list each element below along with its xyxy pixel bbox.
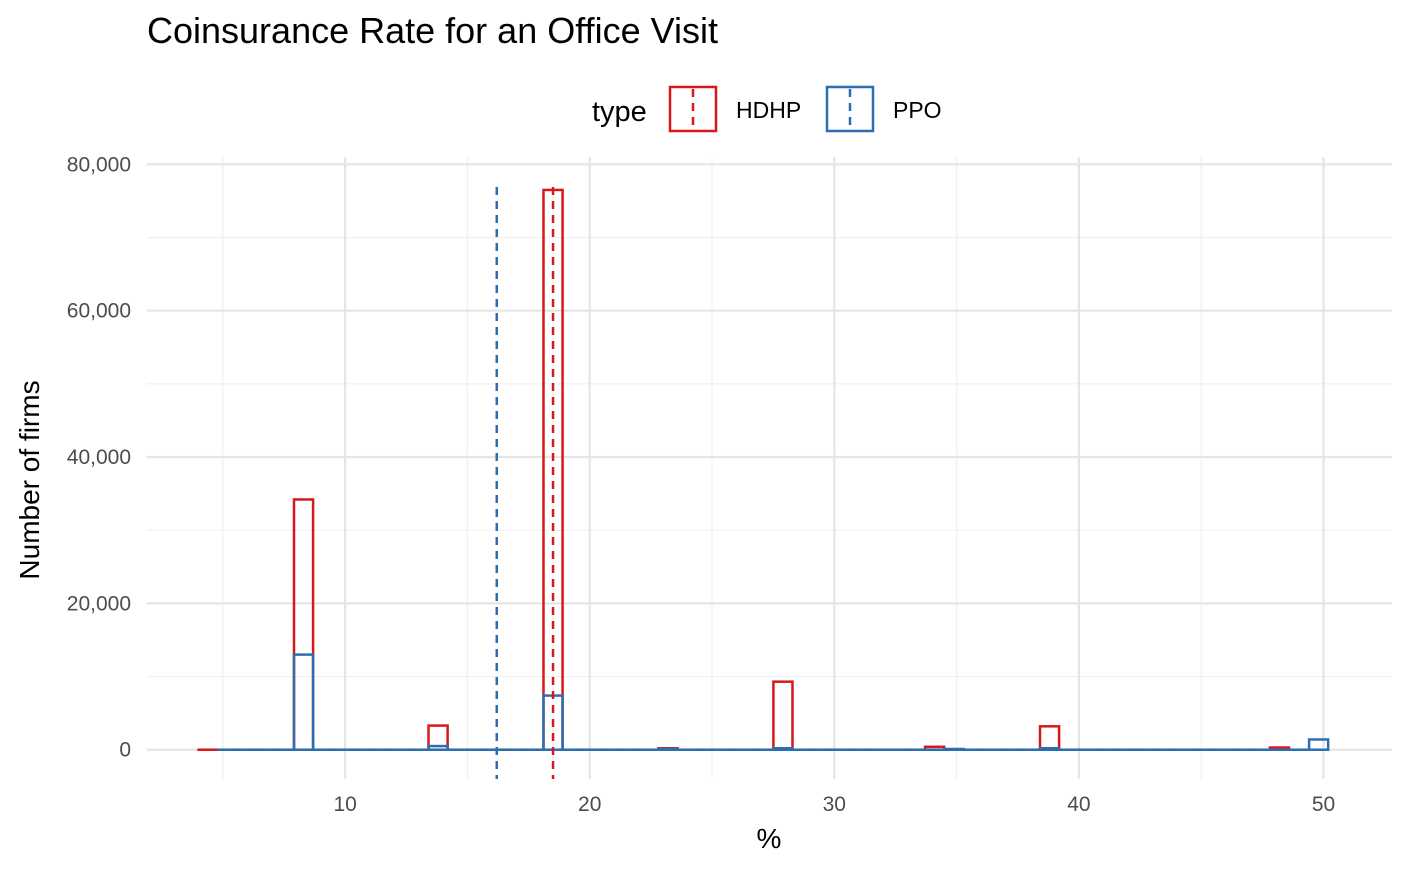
y-axis-title: Number of firms [14, 380, 45, 579]
x-tick-label: 40 [1067, 793, 1090, 816]
legend-title: type [592, 96, 647, 128]
histogram-bar [657, 747, 679, 751]
histogram-bar [943, 747, 965, 751]
legend: type HDHP PPO [592, 85, 942, 133]
legend-entry-ppo: PPO [825, 85, 942, 133]
chart-title: Coinsurance Rate for an Office Visit [147, 10, 718, 51]
histogram-bar [1307, 738, 1330, 751]
x-axis-title: % [757, 823, 782, 854]
histogram-bar [1038, 725, 1061, 751]
series-hdhp [197, 188, 1310, 751]
histogram-bar [427, 744, 449, 751]
y-tick-label: 0 [119, 739, 131, 762]
x-tick-label: 20 [578, 793, 601, 816]
histogram-bar [1038, 747, 1061, 751]
series-ppo [216, 653, 1330, 751]
x-tick-label: 50 [1312, 793, 1335, 816]
legend-entry-hdhp: HDHP [668, 85, 801, 133]
x-tick-label: 30 [823, 793, 846, 816]
histogram-bar [292, 498, 315, 751]
legend-label: HDHP [736, 97, 801, 123]
y-tick-label: 20,000 [67, 592, 131, 615]
histogram-bar [772, 680, 794, 751]
histogram-bar [772, 747, 794, 751]
y-tick-label: 40,000 [67, 446, 131, 469]
histogram-bar [292, 653, 315, 751]
x-tick-label: 10 [333, 793, 356, 816]
legend-label: PPO [893, 97, 942, 123]
y-tick-label: 80,000 [67, 153, 131, 176]
y-tick-label: 60,000 [67, 300, 131, 323]
